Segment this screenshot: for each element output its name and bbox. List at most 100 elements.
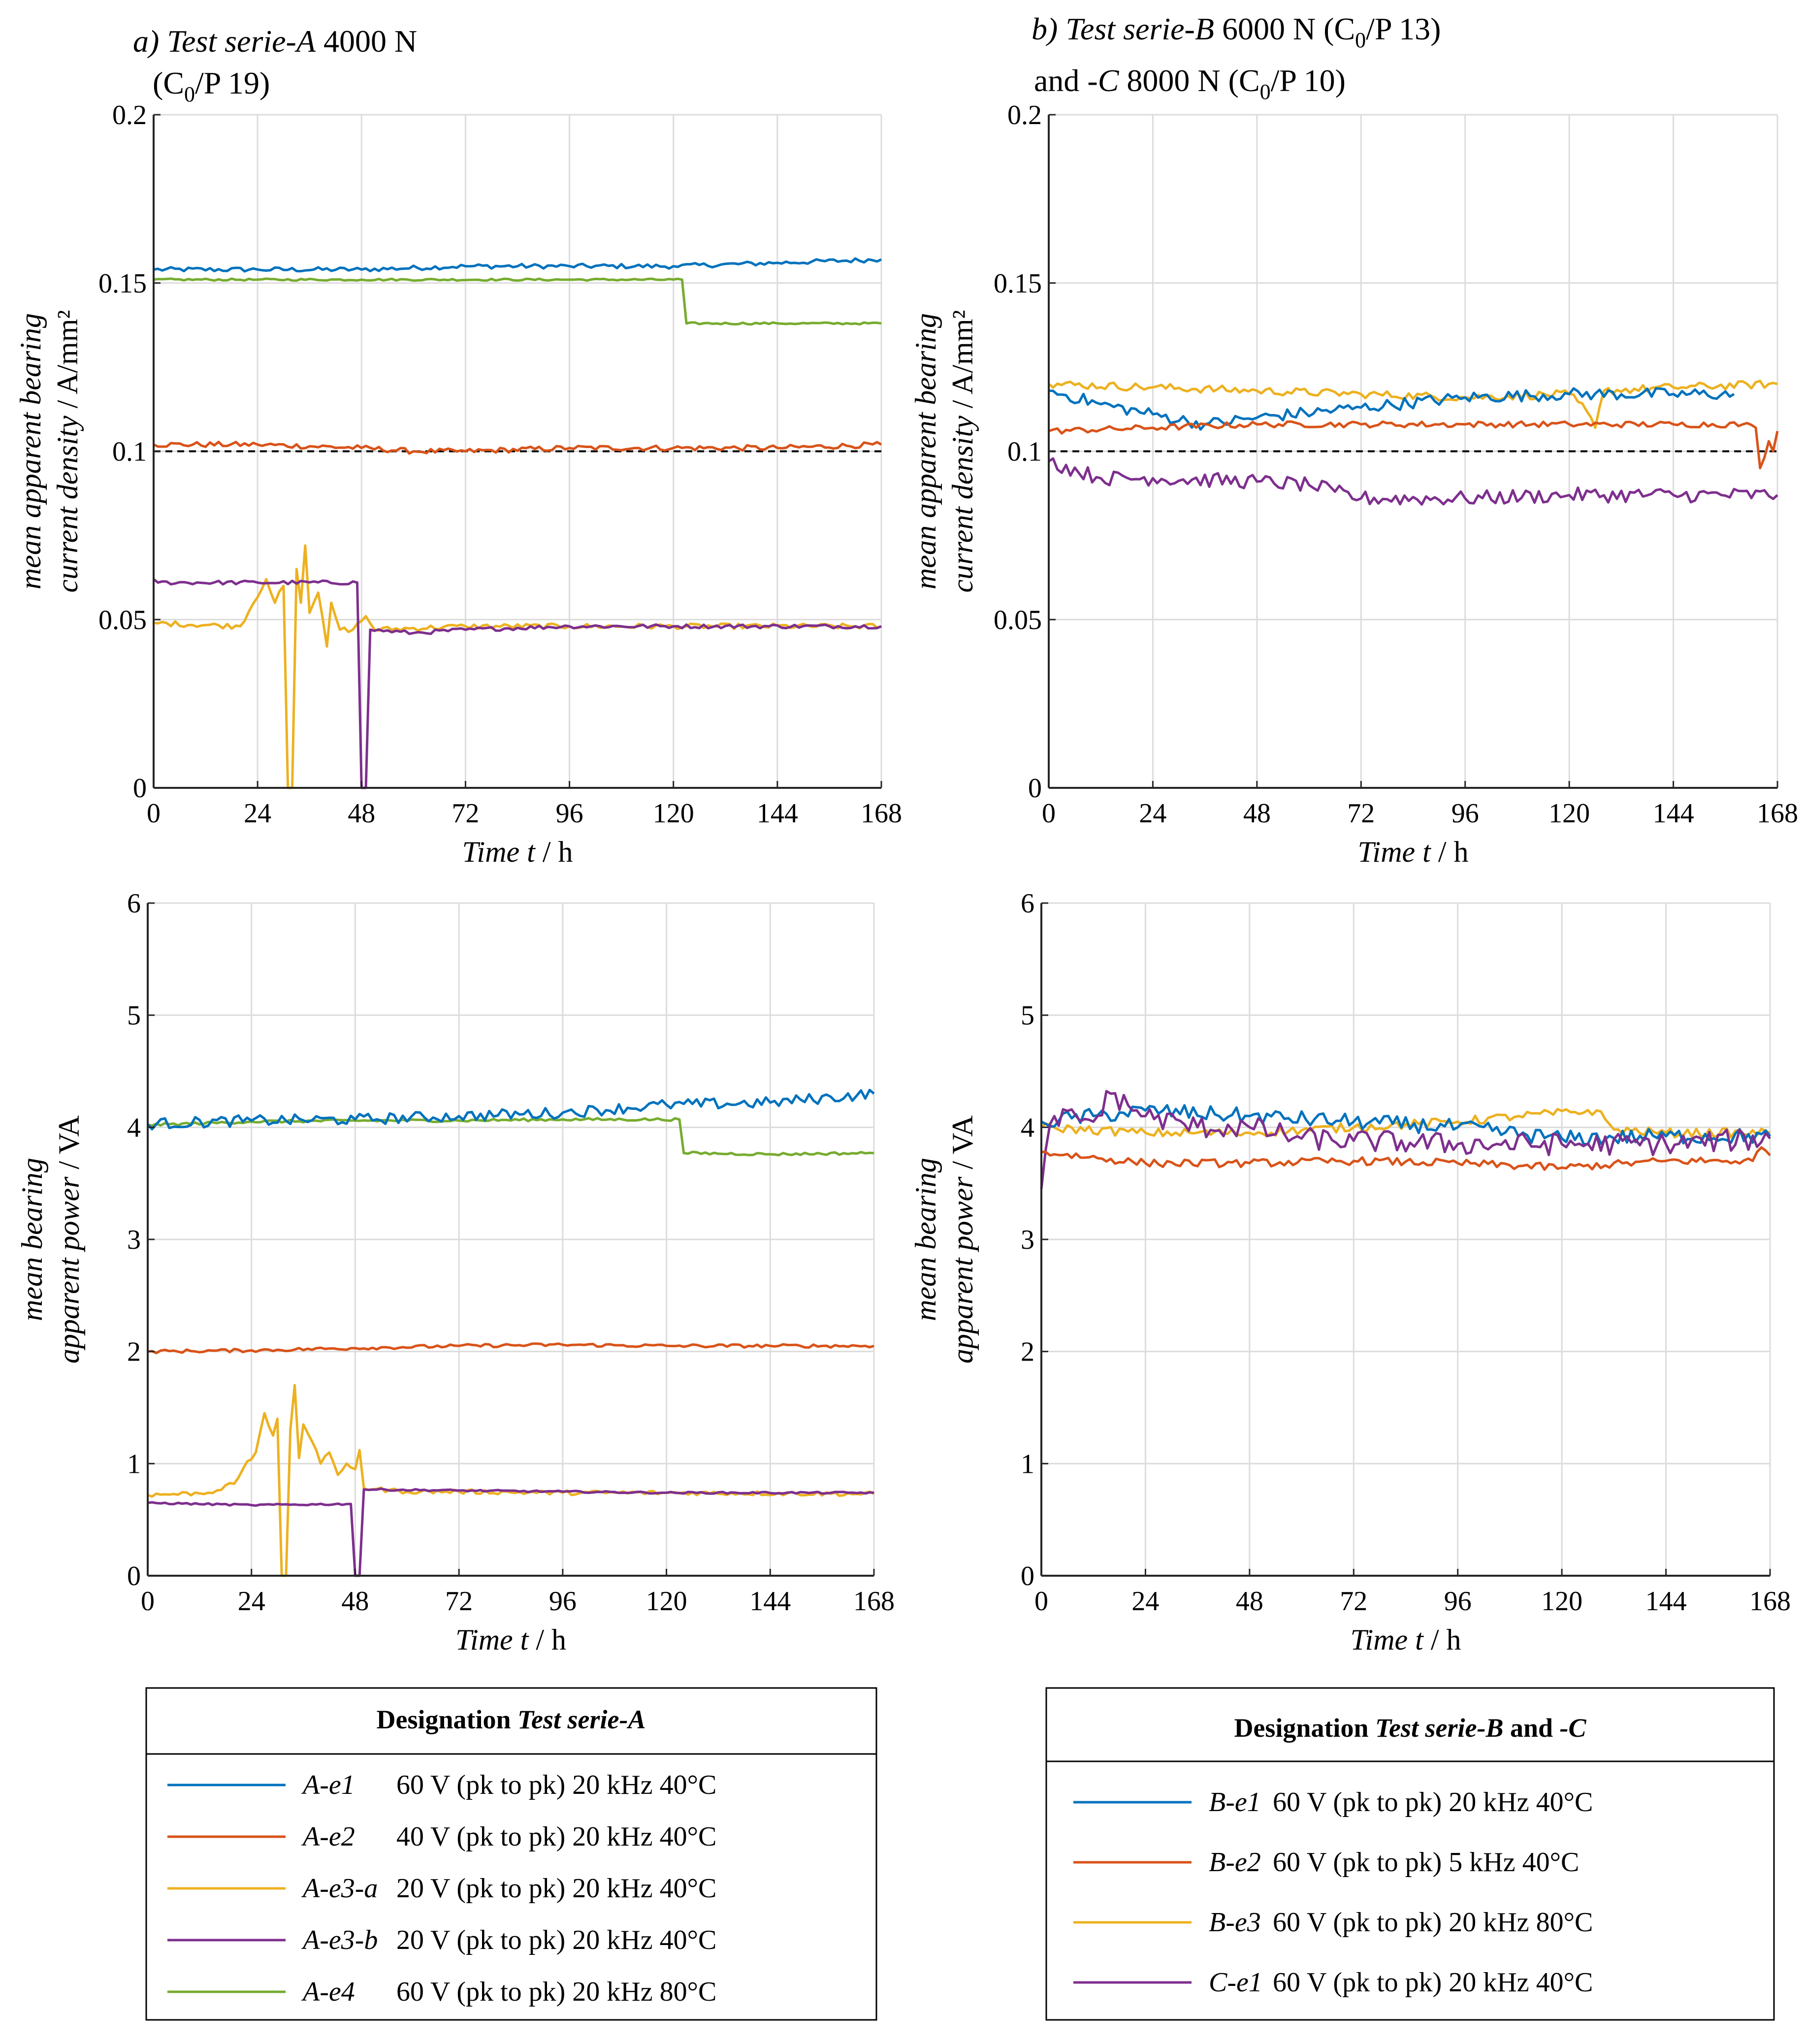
y-tick-label: 4 [1021, 1112, 1034, 1143]
legend-b-title: Designation Test serie-B and -C [1234, 1713, 1586, 1743]
title-b-line1: b) Test serie-B 6000 N (C0/P 13) [1032, 11, 1441, 52]
y-axis-label-line1: mean apparent bearing [909, 313, 942, 589]
x-axis-label: Time t / h [455, 1623, 566, 1656]
legend-desc-B-e1: 60 V (pk to pk) 20 kHz 40°C [1273, 1787, 1593, 1817]
x-tick-label: 0 [1034, 1586, 1048, 1617]
legend-b: Designation Test serie-B and -C B-e1 60 V… [1045, 1687, 1775, 2021]
x-tick-label: 0 [141, 1586, 155, 1617]
y-tick-label: 2 [127, 1337, 141, 1367]
legend-desc-A-e3-b: 20 V (pk to pk) 20 kHz 40°C [396, 1925, 716, 1955]
series-line-B-e1 [1048, 387, 1735, 431]
x-axis-label: Time t / h [1357, 836, 1468, 868]
series-line-B-e3 [1048, 380, 1778, 429]
x-tick-label: 96 [549, 1586, 577, 1617]
x-tick-label: 96 [1444, 1586, 1472, 1617]
series-line-A-e3-a [147, 1384, 875, 1577]
y-tick-label: 3 [1021, 1225, 1034, 1255]
x-tick-label: 48 [1236, 1586, 1263, 1617]
x-tick-label: 168 [853, 1586, 895, 1617]
title-a-rest: 4000 N [316, 24, 417, 59]
title-b-line2: and -C 8000 N (C0/P 10) [1034, 63, 1346, 104]
series-line-A-e1 [153, 257, 882, 273]
title-a-line2: (C0/P 19) [153, 65, 270, 106]
y-tick-label: 0.2 [112, 100, 147, 130]
x-tick-label: 144 [749, 1586, 791, 1617]
legend-name-A-e4: A-e4 [301, 1977, 355, 2007]
x-tick-label: 48 [1243, 798, 1271, 829]
series-line-B-e2 [1041, 1146, 1771, 1171]
legend-name-B-e1: B-e1 [1209, 1787, 1261, 1817]
legend-name-A-e1: A-e1 [301, 1770, 355, 1800]
series-line-B-e3 [1040, 1107, 1771, 1139]
y-tick-label: 0.1 [112, 437, 147, 467]
y-tick-label: 0 [1028, 773, 1042, 804]
y-tick-label: 2 [1021, 1337, 1034, 1367]
y-axis-label-line2: apparent power / VA [53, 1115, 85, 1363]
series-line-A-e2 [147, 1342, 874, 1355]
chart-a-apparent-power: 0 24 48 72 96 120 144 168 0 1 2 3 4 5 6 Time t / h mean … [16, 888, 895, 1656]
legend-name-A-e3-a: A-e3-a [301, 1873, 378, 1904]
legend-a-title: Designation Test serie-A [376, 1705, 645, 1734]
y-tick-label: 0.05 [994, 605, 1042, 635]
chart-a-current-density: 0 24 48 72 96 120 144 168 0 0.05 0.1 0.15 0.2 Time t … [14, 100, 902, 868]
series-line-A-e4 [153, 277, 882, 326]
legend-desc-B-e2: 60 V (pk to pk) 5 kHz 40°C [1273, 1847, 1579, 1878]
legend-b-frame [1045, 1687, 1775, 2021]
x-tick-label: 168 [1757, 798, 1798, 829]
x-axis-label: Time t / h [462, 836, 573, 868]
y-tick-label: 3 [127, 1225, 141, 1255]
legend-desc-A-e4: 60 V (pk to pk) 20 kHz 80°C [396, 1977, 716, 2007]
y-tick-label: 6 [127, 888, 141, 919]
x-tick-label: 48 [348, 798, 375, 829]
series-line-A-e1 [147, 1089, 875, 1131]
legend-desc-B-e3: 60 V (pk to pk) 20 kHz 80°C [1273, 1907, 1593, 1938]
y-tick-label: 0.05 [98, 605, 147, 635]
title-b-italic: b) Test serie-B [1032, 11, 1214, 46]
x-tick-label: 144 [757, 798, 798, 829]
legend-a-frame [145, 1687, 877, 2021]
x-axis-label: Time t / h [1350, 1623, 1461, 1656]
y-axis-label-line1: mean bearing [909, 1158, 942, 1321]
legend-desc-C-e1: 60 V (pk to pk) 20 kHz 40°C [1273, 1967, 1593, 1998]
y-tick-label: 1 [1021, 1449, 1034, 1479]
x-tick-label: 24 [244, 798, 271, 829]
y-axis-label-line2: current density / A/mm² [51, 310, 84, 592]
x-tick-label: 72 [1347, 798, 1375, 829]
legend-name-B-e3: B-e3 [1209, 1907, 1261, 1938]
x-tick-label: 72 [452, 798, 479, 829]
x-tick-label: 48 [341, 1586, 369, 1617]
x-tick-label: 0 [1042, 798, 1056, 829]
series-line-B-e2 [1048, 420, 1779, 470]
x-tick-label: 24 [1139, 798, 1166, 829]
y-tick-label: 5 [1021, 1001, 1034, 1031]
y-axis-label-line1: mean apparent bearing [14, 313, 47, 589]
series-line-A-e3-b [153, 578, 882, 789]
series-line-C-e1 [1040, 1090, 1771, 1189]
x-tick-label: 120 [1548, 798, 1590, 829]
x-tick-label: 144 [1653, 798, 1694, 829]
y-tick-label: 5 [127, 1001, 141, 1031]
series-line-C-e1 [1048, 457, 1778, 506]
y-axis-label-line1: mean bearing [16, 1158, 48, 1321]
x-tick-label: 24 [1131, 1586, 1159, 1617]
x-tick-label: 120 [646, 1586, 687, 1617]
y-axis-label-line2: apparent power / VA [946, 1115, 979, 1363]
legend-a: Designation Test serie-A A-e1 60 V (pk to… [145, 1687, 877, 2021]
title-a-line1: a) Test serie-A 4000 N [133, 24, 417, 59]
legend-name-A-e3-b: A-e3-b [301, 1925, 378, 1955]
x-tick-label: 168 [1749, 1586, 1791, 1617]
series-line-B-e1 [1040, 1104, 1771, 1146]
y-tick-label: 1 [127, 1449, 141, 1479]
series-line-A-e3-a [153, 544, 882, 789]
legend-desc-A-e2: 40 V (pk to pk) 20 kHz 40°C [396, 1821, 716, 1852]
x-tick-label: 144 [1645, 1586, 1687, 1617]
x-tick-label: 72 [445, 1586, 473, 1617]
chart-b-apparent-power: 0 24 48 72 96 120 144 168 0 1 2 3 4 5 6 Time t / h mean … [909, 888, 1791, 1656]
legend-name-B-e2: B-e2 [1209, 1847, 1261, 1878]
series-line-A-e2 [153, 441, 882, 455]
title-a-italic: a) Test serie-A [133, 24, 316, 59]
x-tick-label: 72 [1340, 1586, 1367, 1617]
y-tick-label: 0.15 [994, 268, 1042, 299]
y-tick-label: 0 [127, 1561, 141, 1591]
